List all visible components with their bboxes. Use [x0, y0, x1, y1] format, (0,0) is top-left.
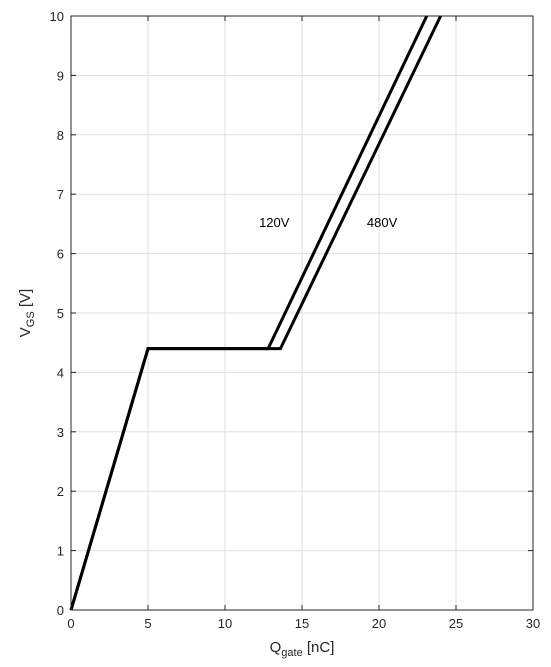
- x-tick-label: 10: [218, 616, 232, 631]
- y-axis-label-unit: [V]: [17, 289, 34, 312]
- y-tick-label: 7: [57, 187, 64, 202]
- y-tick-label: 10: [50, 9, 64, 24]
- x-tick-label: 0: [67, 616, 74, 631]
- y-tick-label: 5: [57, 306, 64, 321]
- x-tick-label: 15: [295, 616, 309, 631]
- y-tick-label: 3: [57, 425, 64, 440]
- x-axis-label-sub: gate: [281, 647, 302, 659]
- x-tick-label: 25: [449, 616, 463, 631]
- x-axis-label: Qgate [nC]: [270, 639, 335, 659]
- y-axis-label: VGS [V]: [17, 289, 37, 337]
- x-axis-label-unit: [nC]: [303, 639, 335, 656]
- axis-ticks: 0 5 10 15 20 25 30 0 1 2 3 4 5 6 7 8 9 10: [50, 9, 541, 631]
- y-tick-label: 4: [57, 365, 64, 380]
- y-tick-label: 9: [57, 68, 64, 83]
- series-line-480v: [69, 15, 442, 611]
- y-tick-label: 8: [57, 128, 64, 143]
- annotation-120v: 120V: [259, 215, 290, 230]
- y-axis-label-main: V: [17, 327, 34, 337]
- y-tick-label: 0: [57, 603, 64, 618]
- x-tick-label: 5: [144, 616, 151, 631]
- x-axis-label-main: Q: [270, 639, 282, 656]
- y-tick-label: 2: [57, 484, 64, 499]
- x-tick-label: 30: [526, 616, 540, 631]
- annotation-480v: 480V: [367, 215, 398, 230]
- annotations: 120V 480V: [259, 215, 397, 230]
- series-lines: [69, 15, 442, 611]
- y-tick-label: 1: [57, 544, 64, 559]
- y-axis-label-sub: GS: [25, 311, 37, 327]
- x-tick-label: 20: [372, 616, 386, 631]
- y-tick-label: 6: [57, 247, 64, 262]
